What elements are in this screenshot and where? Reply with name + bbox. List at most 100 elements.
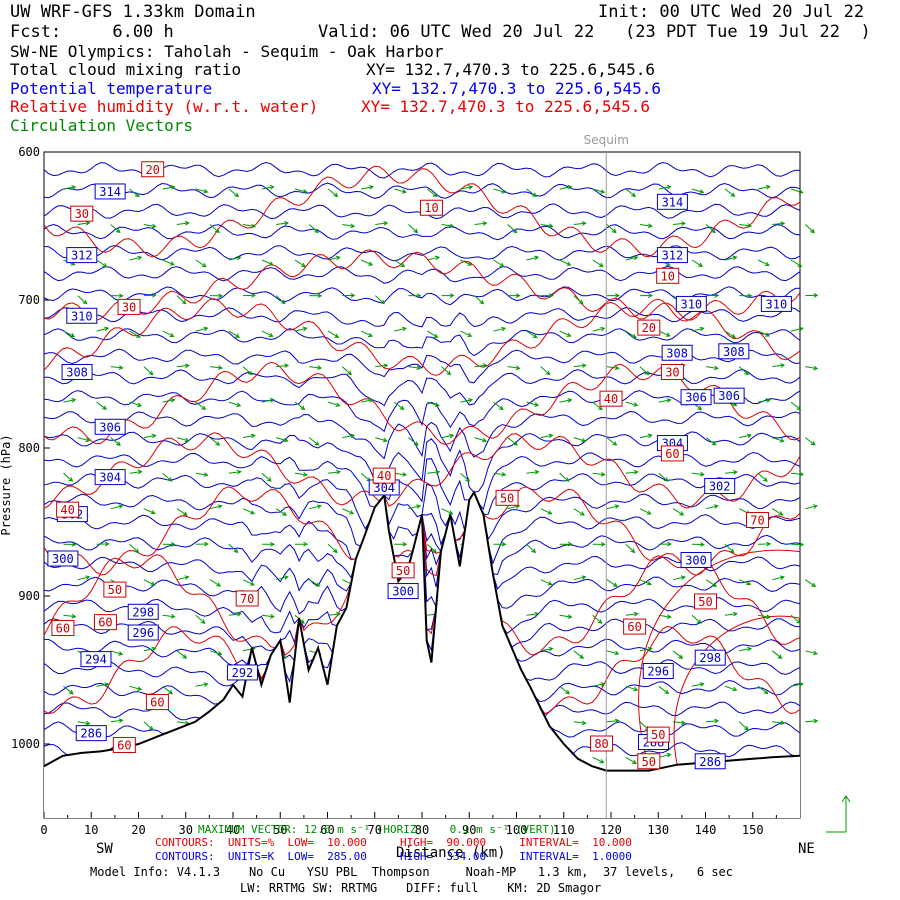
circulation-vector <box>804 437 816 446</box>
y-tick-label: 600 <box>18 145 40 159</box>
theta-label-box <box>694 649 726 666</box>
circulation-vector <box>739 646 753 652</box>
circulation-vector <box>691 471 705 477</box>
rh-label-box <box>391 562 415 579</box>
x-tick-label: 20 <box>131 823 145 837</box>
circulation-vector <box>639 366 650 376</box>
circulation-vector <box>474 363 488 368</box>
circulation-vector <box>540 579 553 586</box>
circulation-vector <box>757 330 771 337</box>
circulation-vector <box>724 188 736 197</box>
circulation-vector <box>162 185 176 190</box>
circulation-vector <box>526 611 540 617</box>
theta-label: 306 <box>99 420 121 434</box>
circulation-vector <box>691 682 705 687</box>
circulation-vector <box>393 401 405 411</box>
circulation-vector <box>540 433 554 439</box>
rh-label: 60 <box>98 616 112 630</box>
circulation-vector <box>757 259 770 266</box>
circulation-vector <box>408 504 422 510</box>
circulation-vector <box>143 646 157 652</box>
circulation-vector <box>474 437 488 443</box>
theta-label: 314 <box>662 195 684 209</box>
rh-label-box <box>623 618 647 635</box>
theta-label-box <box>680 551 712 568</box>
circulation-vector <box>705 579 717 587</box>
circulation-vector <box>540 223 554 229</box>
circulation-vector <box>739 579 752 586</box>
circulation-vector <box>228 611 242 617</box>
field-label-theta: Potential temperature <box>10 79 213 98</box>
y-tick-label: 1000 <box>11 737 40 751</box>
model-info: Model Info: V4.1.3 No Cu YSU PBL Thompso… <box>90 865 733 879</box>
rh-label: 60 <box>117 738 131 752</box>
circulation-vector <box>460 472 471 482</box>
circulation-vector <box>63 472 74 482</box>
theta-contour <box>43 223 801 241</box>
circulation-vector <box>592 682 606 687</box>
theta-label-box <box>66 307 98 324</box>
circulation-vector <box>327 401 341 407</box>
circulation-vector <box>592 188 606 194</box>
circulation-vector <box>639 223 653 229</box>
theta-label: 308 <box>723 345 745 359</box>
circulation-vector <box>275 295 286 305</box>
x-tick-label: 120 <box>600 823 622 837</box>
circulation-vector <box>573 295 584 305</box>
circulation-vector <box>460 185 474 190</box>
circulation-vector <box>294 326 308 332</box>
forecast-hour: Fcst: 6.00 h <box>10 22 174 42</box>
x-tick-label: 80 <box>415 823 429 837</box>
theta-label-box <box>75 725 107 742</box>
rh-label: 30 <box>665 366 679 380</box>
circulation-vector <box>758 614 771 620</box>
circulation-vector <box>772 575 785 581</box>
theta-label: 302 <box>709 479 731 493</box>
theta-label-box <box>694 753 726 770</box>
circulation-vector <box>691 542 705 547</box>
model-title: UW WRF-GFS 1.33km Domain <box>10 2 256 22</box>
circulation-vector <box>805 718 819 724</box>
circulation-vector <box>327 330 340 338</box>
circulation-vector <box>507 437 518 446</box>
theta-label-box <box>656 247 688 264</box>
circulation-vector <box>441 366 452 376</box>
theta-label-box <box>713 387 745 404</box>
circulation-vector <box>77 220 91 226</box>
rh-label-box <box>694 593 717 610</box>
theta-label-box <box>704 477 736 494</box>
circulation-vector <box>294 401 306 411</box>
circulation-vector <box>639 579 652 586</box>
rh-label-box <box>637 319 661 336</box>
circulation-vector <box>758 541 772 547</box>
rh-label: 60 <box>150 696 164 710</box>
sw-label: SW <box>96 841 113 857</box>
x-tick-label: 50 <box>273 823 287 837</box>
theta-label-box <box>94 183 126 200</box>
theta-label-box <box>675 295 707 312</box>
theta-label: 294 <box>85 653 107 667</box>
rh-label: 80 <box>594 737 608 751</box>
circulation-vector <box>606 293 620 298</box>
circulation-vector <box>540 293 554 298</box>
x-tick-label: 140 <box>695 823 717 837</box>
theta-label: 300 <box>685 553 707 567</box>
x-tick-label: 130 <box>647 823 669 837</box>
circulation-vector <box>294 188 308 194</box>
circulation-vector <box>375 221 389 226</box>
theta-label-box <box>387 583 419 600</box>
circulation-vector <box>228 401 242 407</box>
rh-label-box <box>56 501 80 518</box>
theta-label: 298 <box>699 651 721 665</box>
circulation-vector <box>242 293 257 298</box>
circulation-vector <box>394 188 407 194</box>
circulation-vector <box>790 401 802 411</box>
circulation-vector <box>275 437 289 443</box>
rh-label-box <box>70 205 94 222</box>
circulation-vector <box>724 330 736 339</box>
circulation-vector <box>625 401 639 407</box>
circulation-vector <box>327 255 341 261</box>
circulation-vector <box>176 437 190 443</box>
